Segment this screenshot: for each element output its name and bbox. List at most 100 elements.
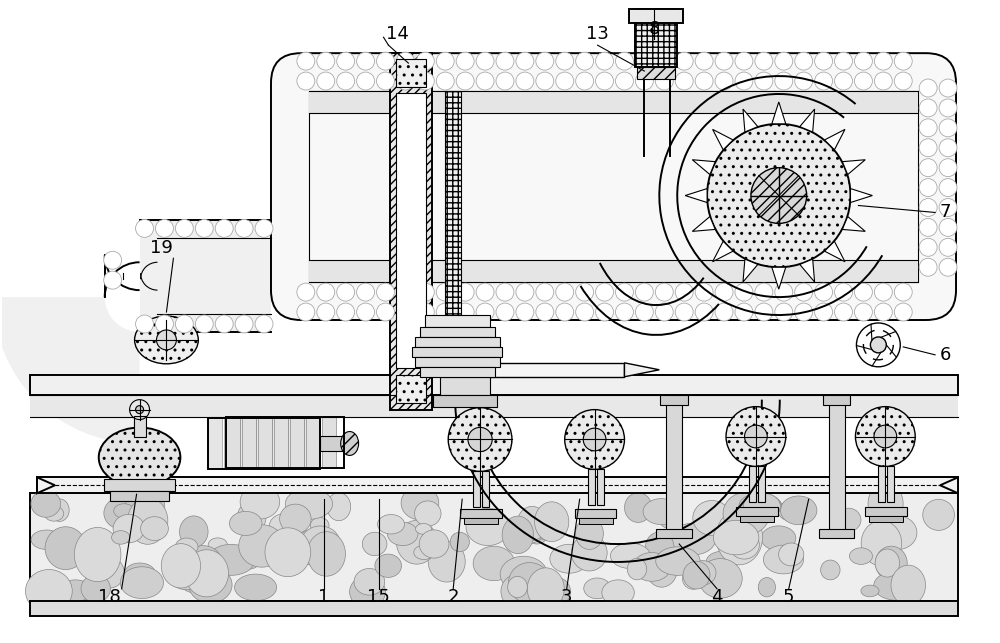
Text: 2: 2	[447, 588, 459, 606]
Circle shape	[496, 283, 514, 301]
Text: 3: 3	[561, 588, 572, 606]
Circle shape	[856, 323, 900, 367]
Circle shape	[919, 199, 937, 217]
Circle shape	[136, 219, 154, 237]
Bar	[288, 417, 302, 469]
Circle shape	[436, 303, 454, 321]
Ellipse shape	[517, 507, 547, 540]
Circle shape	[695, 72, 713, 90]
Bar	[304, 417, 318, 469]
Circle shape	[874, 52, 892, 70]
Ellipse shape	[396, 520, 437, 564]
Circle shape	[715, 72, 733, 90]
Circle shape	[416, 303, 434, 321]
Circle shape	[775, 303, 793, 321]
Bar	[274, 417, 288, 468]
Circle shape	[675, 52, 693, 70]
Bar	[575, 509, 616, 518]
Ellipse shape	[378, 514, 404, 534]
Circle shape	[456, 72, 474, 90]
Circle shape	[655, 303, 673, 321]
Bar	[30, 601, 958, 616]
Circle shape	[635, 283, 653, 301]
Circle shape	[919, 258, 937, 276]
Ellipse shape	[165, 547, 207, 590]
Circle shape	[835, 52, 852, 70]
Ellipse shape	[362, 532, 387, 556]
Ellipse shape	[723, 492, 770, 535]
Circle shape	[416, 283, 434, 301]
Ellipse shape	[416, 523, 431, 534]
Bar	[887, 466, 894, 502]
Ellipse shape	[59, 580, 92, 601]
Circle shape	[536, 72, 554, 90]
Bar	[256, 417, 270, 469]
Circle shape	[436, 283, 454, 301]
Circle shape	[496, 52, 514, 70]
Bar	[396, 93, 426, 368]
Ellipse shape	[473, 547, 515, 581]
Circle shape	[337, 72, 355, 90]
Ellipse shape	[114, 503, 134, 518]
Circle shape	[175, 219, 193, 237]
Wedge shape	[0, 297, 140, 444]
Circle shape	[436, 72, 454, 90]
Circle shape	[255, 315, 273, 333]
Circle shape	[416, 52, 434, 70]
Circle shape	[919, 159, 937, 177]
Bar	[666, 395, 682, 534]
Bar	[104, 479, 175, 491]
Ellipse shape	[524, 515, 549, 544]
Ellipse shape	[739, 493, 781, 519]
Bar	[396, 375, 426, 403]
Circle shape	[919, 139, 937, 157]
Ellipse shape	[671, 523, 716, 555]
Bar	[110, 491, 169, 502]
Circle shape	[377, 303, 394, 321]
Ellipse shape	[229, 511, 262, 536]
Circle shape	[615, 303, 633, 321]
Circle shape	[536, 283, 554, 301]
Circle shape	[516, 72, 534, 90]
Circle shape	[835, 283, 852, 301]
Ellipse shape	[239, 525, 285, 567]
Bar	[865, 507, 907, 516]
Circle shape	[297, 52, 315, 70]
Ellipse shape	[341, 431, 359, 455]
Bar	[412, 347, 502, 357]
Ellipse shape	[179, 516, 208, 547]
Circle shape	[155, 315, 173, 333]
Circle shape	[919, 219, 937, 237]
Circle shape	[357, 283, 375, 301]
Circle shape	[317, 52, 335, 70]
Circle shape	[870, 337, 886, 353]
Bar	[433, 395, 497, 406]
Ellipse shape	[527, 568, 564, 610]
Circle shape	[939, 239, 957, 257]
Circle shape	[919, 79, 937, 97]
Polygon shape	[825, 129, 845, 150]
Circle shape	[715, 52, 733, 70]
Bar	[440, 377, 490, 395]
Circle shape	[496, 303, 514, 321]
Bar	[460, 363, 624, 377]
Bar	[579, 518, 613, 524]
Bar	[309, 91, 918, 282]
Circle shape	[795, 52, 813, 70]
Ellipse shape	[656, 547, 700, 575]
Ellipse shape	[269, 513, 305, 538]
Bar	[823, 395, 850, 404]
Polygon shape	[800, 259, 815, 282]
Ellipse shape	[875, 549, 900, 577]
Bar	[597, 469, 604, 505]
Circle shape	[854, 283, 872, 301]
Circle shape	[775, 283, 793, 301]
Ellipse shape	[184, 546, 221, 574]
Circle shape	[377, 72, 394, 90]
Ellipse shape	[693, 500, 731, 536]
Bar	[309, 260, 918, 282]
Circle shape	[357, 303, 375, 321]
Circle shape	[894, 52, 912, 70]
Circle shape	[576, 72, 594, 90]
Circle shape	[815, 283, 833, 301]
